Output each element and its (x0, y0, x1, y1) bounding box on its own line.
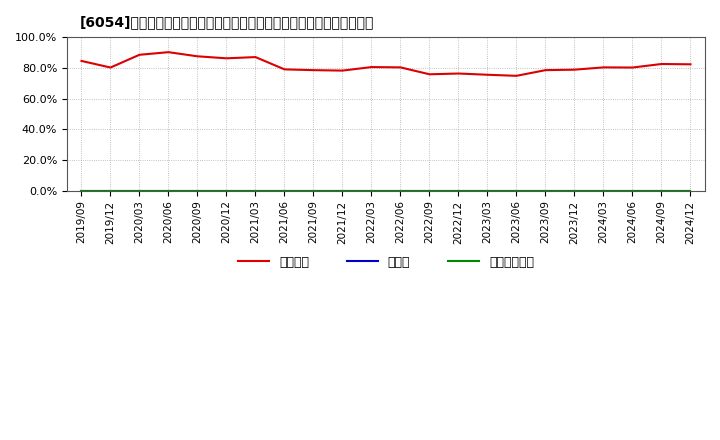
自己資本 (193, 54, 202, 59)
繰延税金資産 (338, 188, 347, 194)
繰延税金資産 (657, 188, 666, 194)
繰延税金資産 (628, 188, 636, 194)
自己資本 (367, 64, 376, 70)
繰延税金資産 (570, 188, 579, 194)
自己資本 (338, 68, 347, 73)
のれん (106, 188, 114, 194)
のれん (367, 188, 376, 194)
自己資本 (396, 65, 405, 70)
のれん (570, 188, 579, 194)
のれん (512, 188, 521, 194)
のれん (77, 188, 86, 194)
のれん (628, 188, 636, 194)
自己資本 (628, 65, 636, 70)
繰延税金資産 (251, 188, 260, 194)
繰延税金資産 (396, 188, 405, 194)
繰延税金資産 (367, 188, 376, 194)
Legend: 自己資本, のれん, 繰延税金資産: 自己資本, のれん, 繰延税金資産 (233, 251, 539, 274)
のれん (454, 188, 463, 194)
自己資本 (251, 55, 260, 60)
自己資本 (541, 67, 550, 73)
のれん (164, 188, 173, 194)
のれん (426, 188, 434, 194)
自己資本 (164, 50, 173, 55)
自己資本 (657, 61, 666, 66)
自己資本 (599, 65, 608, 70)
のれん (135, 188, 144, 194)
のれん (338, 188, 347, 194)
自己資本 (106, 65, 114, 70)
自己資本 (135, 52, 144, 57)
繰延税金資産 (135, 188, 144, 194)
繰延税金資産 (193, 188, 202, 194)
Line: 自己資本: 自己資本 (81, 52, 690, 76)
のれん (251, 188, 260, 194)
繰延税金資産 (164, 188, 173, 194)
自己資本 (454, 71, 463, 76)
繰延税金資産 (77, 188, 86, 194)
のれん (193, 188, 202, 194)
のれん (222, 188, 231, 194)
自己資本 (222, 56, 231, 61)
繰延税金資産 (686, 188, 695, 194)
繰延税金資産 (426, 188, 434, 194)
繰延税金資産 (483, 188, 492, 194)
繰延税金資産 (280, 188, 289, 194)
自己資本 (686, 62, 695, 67)
のれん (686, 188, 695, 194)
自己資本 (570, 67, 579, 72)
自己資本 (426, 72, 434, 77)
繰延税金資産 (222, 188, 231, 194)
Text: [6054]　自己資本、のれん、繰延税金資産の総資産に対する比率の推移: [6054] 自己資本、のれん、繰延税金資産の総資産に対する比率の推移 (80, 15, 374, 29)
自己資本 (280, 67, 289, 72)
のれん (541, 188, 550, 194)
のれん (657, 188, 666, 194)
のれん (483, 188, 492, 194)
繰延税金資産 (454, 188, 463, 194)
繰延税金資産 (512, 188, 521, 194)
繰延税金資産 (541, 188, 550, 194)
繰延税金資産 (599, 188, 608, 194)
のれん (280, 188, 289, 194)
のれん (396, 188, 405, 194)
繰延税金資産 (106, 188, 114, 194)
自己資本 (309, 67, 318, 73)
繰延税金資産 (309, 188, 318, 194)
のれん (309, 188, 318, 194)
のれん (599, 188, 608, 194)
自己資本 (512, 73, 521, 78)
自己資本 (483, 72, 492, 77)
自己資本 (77, 58, 86, 63)
